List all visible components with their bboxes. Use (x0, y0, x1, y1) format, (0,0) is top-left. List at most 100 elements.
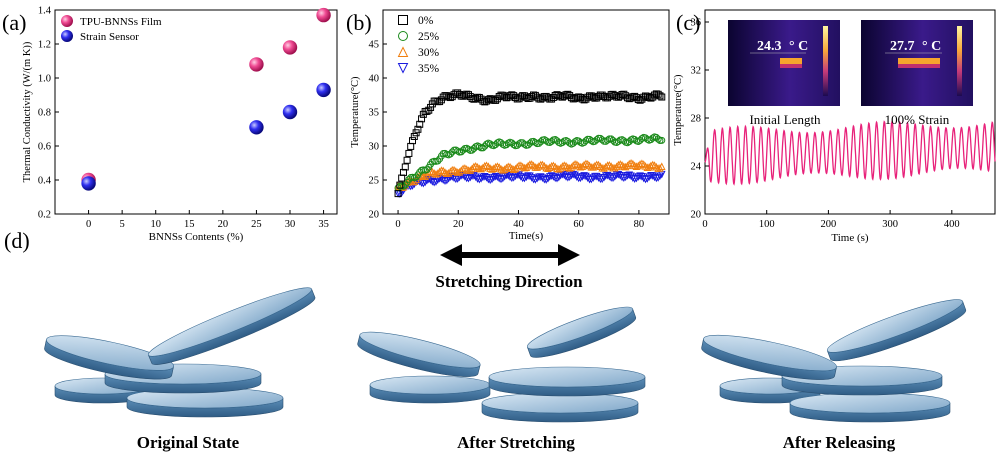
point-strain-sensor (282, 104, 298, 120)
series-2-marker (630, 161, 639, 170)
series-0-marker (643, 92, 651, 100)
series-2-marker (625, 159, 634, 168)
series-0-marker (472, 94, 480, 102)
platelet (148, 287, 316, 365)
series-3-marker (489, 173, 498, 182)
chart-b-xlabel: Time(s) (509, 230, 544, 242)
series-3-marker (495, 174, 504, 183)
series-0-marker (484, 96, 492, 104)
series-3-marker (486, 176, 494, 185)
chart-c-xtick-label: 400 (944, 219, 960, 230)
chart-c-xlabel: Time (s) (831, 232, 869, 244)
platelet (526, 306, 637, 358)
series-2-marker (645, 163, 653, 171)
chart-a-xtick-label: 30 (285, 219, 296, 230)
chart-c-series-line (704, 120, 996, 186)
thermal-reading-strain: 27.7 ° C (890, 39, 941, 54)
series-3-marker (482, 174, 491, 182)
series-2-marker (636, 160, 644, 168)
legend-label-series-2: 30% (418, 47, 440, 59)
series-2-marker (432, 170, 440, 178)
series-1-marker (604, 136, 612, 144)
series-0-marker (455, 90, 463, 98)
series-0-marker (483, 97, 491, 105)
series-0-marker (578, 95, 586, 103)
series-0-marker (589, 93, 597, 101)
series-0-marker (651, 91, 659, 99)
chart-c-xtick-label: 300 (882, 219, 898, 230)
series-1-marker (446, 150, 454, 158)
chart-c: 0 100 200 300 400 20 24 28 32 36 Time (s) Tempera… (673, 9, 996, 244)
series-0-marker (587, 92, 595, 100)
series-2-marker (518, 162, 527, 171)
series-0-marker (427, 103, 435, 111)
series-0-marker (398, 174, 406, 182)
chart-b-xtick-label: 20 (453, 219, 464, 230)
series-2-marker (657, 162, 666, 170)
series-0-marker (625, 95, 633, 103)
series-2-marker (544, 164, 552, 172)
legend-marker-tpu-film (61, 15, 73, 27)
chart-b-ytick-label: 35 (369, 108, 380, 119)
series-0-marker (423, 107, 431, 115)
series-1-marker (582, 137, 590, 145)
series-1-marker (486, 140, 494, 148)
series-2-marker (421, 172, 429, 180)
series-1-marker (593, 136, 601, 144)
series-0-marker (571, 95, 579, 103)
series-3-marker (618, 173, 626, 182)
series-3-marker (578, 173, 587, 181)
series-0-marker (459, 92, 467, 100)
series-2-marker (509, 165, 518, 173)
caption-original-state: Original State (137, 433, 240, 452)
series-3-marker (497, 175, 505, 184)
thermal-caption-initial: Initial Length (749, 112, 821, 127)
series-0-marker (506, 92, 514, 100)
series-2-marker (574, 161, 583, 170)
series-1-marker (598, 136, 606, 144)
legend-marker-series-0 (398, 15, 408, 25)
series-0-marker (584, 93, 592, 101)
thermal-image-initial: 24.3 ° C (728, 20, 840, 106)
series-0-marker (634, 96, 642, 104)
series-2-marker (491, 162, 500, 171)
series-1-marker (542, 137, 550, 145)
series-2-marker (508, 164, 516, 172)
series-1-marker (654, 135, 662, 143)
stretch-arrow (440, 244, 580, 266)
series-3-marker (522, 173, 531, 182)
point-strain-sensor (249, 120, 264, 135)
series-3-marker (430, 178, 438, 187)
series-2-marker (417, 171, 426, 180)
legend-label-strain-sensor: Strain Sensor (80, 31, 139, 43)
caption-after-releasing: After Releasing (783, 433, 896, 452)
series-0-marker (403, 156, 411, 164)
series-1-marker (479, 144, 487, 152)
platelet (701, 334, 837, 380)
series-0-marker (567, 94, 575, 102)
legend-label-series-3: 35% (418, 63, 440, 75)
series-2-marker (462, 165, 471, 173)
legend-marker-series-3 (397, 63, 409, 74)
series-3-marker (419, 179, 428, 188)
series-0-marker (439, 93, 447, 101)
platelet (357, 331, 481, 377)
series-1-marker (468, 146, 476, 154)
chart-c-ytick-label: 32 (691, 66, 702, 77)
platelet (44, 335, 174, 380)
series-2-marker (605, 161, 614, 169)
chart-c-ytick-label: 24 (691, 162, 702, 173)
series-0-marker (499, 91, 507, 99)
series-0-marker (511, 94, 519, 102)
chart-b-ytick-label: 20 (369, 210, 380, 221)
series-3-marker (630, 175, 639, 184)
legend-label-series-1: 25% (418, 31, 440, 43)
series-3-marker (475, 175, 484, 184)
series-1-marker (658, 136, 666, 144)
series-2-marker (493, 162, 502, 170)
series-2-marker (616, 160, 625, 168)
series-0-marker (448, 93, 456, 101)
panel-label-d: (d) (4, 228, 30, 253)
series-3-marker (471, 173, 480, 182)
series-0-marker (405, 149, 413, 157)
